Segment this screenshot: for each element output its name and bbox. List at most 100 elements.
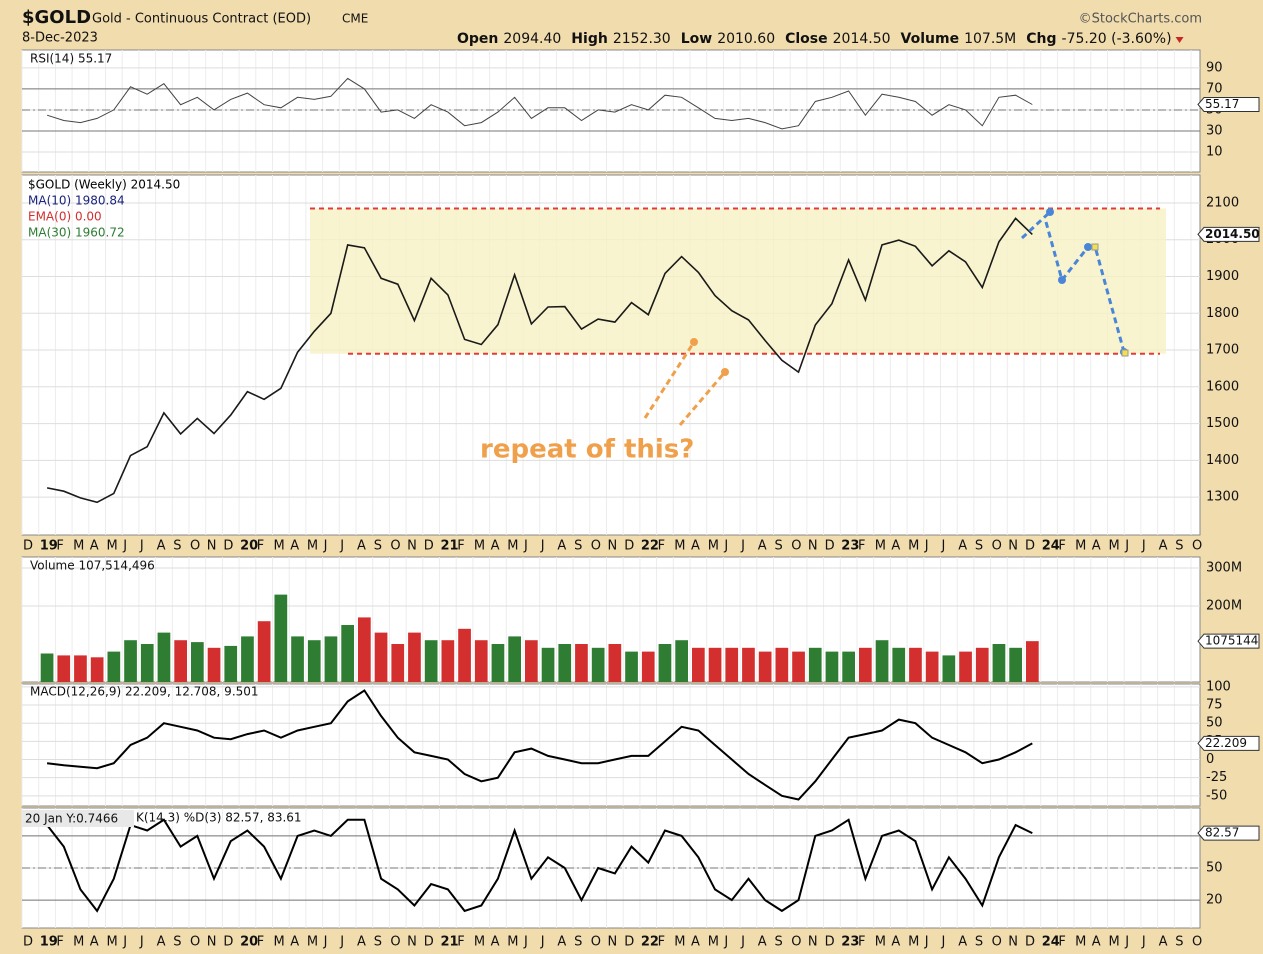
y-tick-label: 75 [1206,698,1223,713]
x-tick-label: J [1141,539,1146,554]
x-tick-label: J [723,935,728,950]
volume-bar [808,647,822,682]
x-tick-label: F [257,539,264,554]
x-tick-label: A [1092,935,1101,950]
x-tick-label: O [992,539,1002,554]
volume-bar [742,647,755,682]
x-tick-label: J [1124,539,1129,554]
x-tick-label: A [1159,539,1168,554]
volume-bar [792,651,805,682]
y-tick-label: 1900 [1206,269,1239,284]
volume-bar [775,647,789,682]
x-tick-label: M [107,935,118,950]
volume-bar [57,655,71,682]
exchange: CME [342,12,368,26]
volume-bar [575,644,588,682]
x-tick-label: M [1075,935,1086,950]
quote-label: High [571,31,608,47]
quote-value: 2014.50 [833,31,891,47]
volume-bar [40,653,54,682]
x-tick-label: O [591,935,601,950]
volume-bar [324,636,338,682]
quote-label: Close [785,31,828,47]
x-tick-label: 19 [40,935,58,950]
cursor-label: 20 Jan Y:0.7466 [25,812,118,826]
x-tick-label: 20 [240,935,258,950]
x-tick-label: O [791,935,801,950]
volume-bar [608,644,622,682]
x-tick-label: A [891,539,900,554]
x-tick-label: J [122,539,127,554]
x-tick-label: M [73,935,84,950]
x-tick-label: S [975,539,983,554]
x-tick-label: F [457,935,464,950]
x-tick-label: 23 [841,539,859,554]
legend-entry: MA(30) 1960.72 [28,226,125,240]
y-tick-label: 50 [1206,716,1223,731]
x-tick-label: F [658,539,665,554]
x-tick-label: O [791,539,801,554]
projection-arrow [1020,210,1052,240]
x-tick-label: D [1025,539,1035,554]
volume-bar [140,644,154,682]
volume-bar [708,647,722,682]
last-value-label: 2014.50 [1205,227,1260,241]
last-value-box [1197,97,1260,113]
x-tick-label: S [173,935,181,950]
x-tick-label: J [540,539,545,554]
x-tick-label: F [257,935,264,950]
volume-bar [1026,641,1039,682]
arrow-head [690,338,698,346]
quote-label: Open [457,31,498,47]
volume-bar [925,651,939,682]
x-tick-label: D [424,935,434,950]
annotation: repeat of this? [480,435,694,465]
x-tick-label: 23 [841,935,859,950]
arrow-head [1046,208,1054,216]
x-tick-label: M [474,539,485,554]
x-tick-label: N [808,935,818,950]
x-tick-label: N [1008,539,1018,554]
x-tick-label: M [674,935,685,950]
x-tick-label: J [924,539,929,554]
x-tick-label: S [173,539,181,554]
x-tick-label: A [1092,539,1101,554]
x-tick-label: S [975,935,983,950]
y-tick-label: 300M [1206,561,1242,576]
x-tick-label: O [390,935,400,950]
x-tick-label: F [858,935,865,950]
x-tick-label: S [374,539,382,554]
volume-bar [207,647,221,682]
y-tick-label: 90 [1206,60,1223,75]
x-tick-label: M [875,539,886,554]
y-tick-label: 1800 [1206,306,1239,321]
x-tick-label: S [1175,539,1183,554]
x-tick-label: A [691,935,700,950]
x-tick-label: N [407,935,417,950]
volume-bar [458,628,471,682]
x-tick-label: 24 [1042,935,1060,950]
x-tick-label: M [274,539,285,554]
volume-bar [758,651,772,682]
volume-bar [174,640,187,682]
arrow-head [1058,276,1066,284]
x-tick-label: A [491,935,500,950]
legend-entry: $GOLD (Weekly) 2014.50 [28,178,180,192]
x-tick-label: J [323,935,328,950]
y-tick-label: 20 [1206,893,1223,908]
volume-bar [658,644,672,682]
legend-entry: EMA(0) 0.00 [28,210,102,224]
x-tick-label: N [1008,935,1018,950]
volume-bar [909,647,922,682]
date: 8-Dec-2023 [22,31,98,46]
volume-bar [157,632,171,682]
volume-bar [641,651,655,682]
annotation-arrow [678,371,727,426]
x-tick-label: M [875,935,886,950]
arrow-head [721,368,729,376]
quote-value: 2152.30 [613,31,671,47]
y-tick-label: 70 [1206,81,1223,96]
x-tick-label: D [1025,935,1035,950]
x-tick-label: A [891,935,900,950]
panel-label: Volume 107,514,496 [30,559,155,573]
